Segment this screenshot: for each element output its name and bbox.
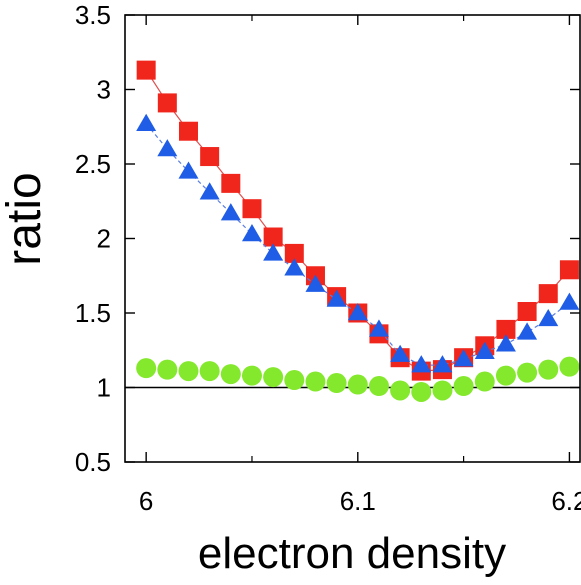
data-point-square: [263, 227, 283, 247]
data-point-triangle: [495, 334, 516, 352]
data-point-triangle: [347, 303, 368, 321]
y-tick-label: 2.5: [75, 149, 111, 179]
data-point-square: [517, 302, 537, 322]
data-point-square: [559, 260, 579, 280]
data-point-circle: [220, 364, 241, 385]
data-point-triangle: [474, 341, 495, 359]
data-point-square: [242, 199, 262, 219]
data-point-triangle: [305, 274, 326, 292]
data-point-triangle: [241, 224, 262, 242]
data-point-square: [200, 147, 220, 167]
data-point-circle: [495, 365, 516, 386]
data-point-triangle: [368, 319, 389, 337]
data-point-triangle: [263, 243, 284, 261]
data-point-circle: [347, 374, 368, 395]
data-point-circle: [178, 361, 199, 382]
plot-frame: [124, 14, 581, 463]
data-point-circle: [136, 358, 157, 379]
data-point-triangle: [453, 349, 474, 367]
data-point-square: [178, 121, 198, 141]
x-tick-label: 6: [139, 486, 153, 516]
data-point-triangle: [136, 113, 157, 131]
data-point-square: [157, 93, 177, 113]
data-point-square: [136, 60, 156, 80]
data-point-circle: [390, 380, 411, 401]
data-point-circle: [368, 376, 389, 397]
series-square: [136, 60, 579, 381]
data-point-circle: [326, 373, 347, 394]
data-point-triangle: [411, 355, 432, 373]
data-point-circle: [263, 367, 284, 388]
x-axis-title: electron density: [198, 529, 506, 578]
data-point-circle: [305, 371, 326, 392]
data-point-triangle: [538, 308, 559, 327]
y-tick-label: 3.5: [75, 0, 111, 30]
data-point-square: [221, 173, 241, 193]
data-point-square: [496, 319, 516, 339]
data-point-square: [538, 284, 558, 304]
data-point-circle: [241, 365, 262, 386]
data-point-circle: [411, 381, 432, 402]
x-tick-label: 6.1: [340, 486, 376, 516]
data-point-circle: [474, 371, 495, 392]
data-point-circle: [559, 356, 580, 377]
data-point-triangle: [199, 182, 220, 200]
data-point-circle: [517, 362, 538, 383]
series-circle: [136, 356, 580, 402]
data-point-circle: [157, 359, 178, 380]
y-axis-title: ratio: [0, 172, 51, 265]
data-point-triangle: [220, 203, 241, 221]
x-tick-label: 6.2: [551, 486, 581, 516]
data-point-triangle: [390, 344, 411, 362]
data-point-triangle: [559, 292, 580, 310]
data-point-triangle: [284, 258, 305, 276]
ticks-group: 0.5 1 1.5 2 2.5 3 3.5 6 6.1 6.2: [75, 0, 581, 516]
data-point-circle: [432, 380, 453, 401]
plot-frame-group: [124, 14, 581, 463]
series-group: [136, 60, 580, 402]
y-tick-label: 2: [97, 224, 111, 254]
data-point-triangle: [326, 289, 347, 307]
data-point-triangle: [432, 355, 453, 373]
data-point-square: [284, 243, 304, 263]
data-point-circle: [538, 359, 559, 380]
data-point-triangle: [157, 139, 178, 157]
data-point-circle: [199, 361, 220, 382]
data-point-triangle: [517, 322, 538, 340]
y-tick-label: 1.5: [75, 298, 111, 328]
data-point-triangle: [178, 161, 199, 179]
data-point-circle: [453, 376, 474, 397]
y-tick-label: 1: [97, 373, 111, 403]
y-tick-label: 0.5: [75, 447, 111, 477]
y-tick-label: 3: [97, 75, 111, 105]
series-triangle: [136, 113, 580, 373]
data-point-circle: [284, 370, 305, 391]
